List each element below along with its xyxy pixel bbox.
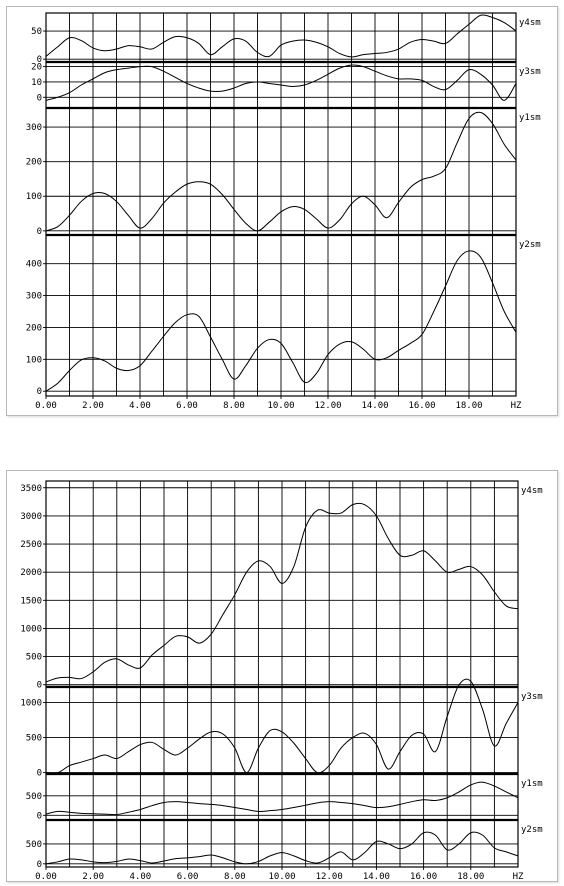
series-label: y4sm: [519, 18, 541, 28]
y-tick-label: 3500: [20, 484, 42, 494]
top-chart: 500y4sm20100y3sm3002001000y1sm4003002001…: [26, 12, 541, 411]
x-tick-label: 16.00: [410, 872, 437, 881]
y-tick-label: 100: [26, 192, 42, 202]
series-line-y1sm: [45, 111, 517, 232]
x-axis-unit-label: HZ: [513, 872, 524, 881]
bottom-chart-frame: 3500 3000 2500 2000 1500 1000 500 0 y4sm 1000 500 0…: [6, 470, 558, 882]
y-tick-label: 20: [31, 63, 42, 73]
y-tick-label: 200: [26, 158, 42, 168]
y-tick-label: 0: [37, 387, 42, 397]
x-tick-label: 4.00: [130, 872, 152, 881]
series-label: y2sm: [519, 240, 541, 250]
x-tick-label: 10.00: [267, 401, 294, 411]
series-line-y3sm: [45, 64, 517, 101]
y-tick-label: 500: [26, 734, 42, 744]
series-label: y3sm: [519, 67, 541, 77]
series-label: y4sm: [521, 486, 543, 496]
y-tick-label: 10: [31, 78, 42, 88]
series-line-y2sm: [45, 250, 517, 392]
series-line-y4sm: [45, 502, 519, 683]
series-line-y2sm: [45, 831, 519, 865]
x-tick-label: 8.00: [223, 401, 245, 411]
x-tick-label: 18.00: [457, 872, 484, 881]
y-tick-label: 0: [37, 811, 42, 821]
y-tick-label: 400: [26, 260, 42, 270]
y-tick-label: 0: [37, 860, 42, 870]
x-tick-label: 6.00: [176, 401, 198, 411]
x-tick-label: 16.00: [408, 401, 435, 411]
y-tick-label: 500: [26, 653, 42, 663]
x-tick-label: 0.00: [35, 872, 57, 881]
x-tick-label: 8.00: [224, 872, 246, 881]
series-label: y2sm: [521, 825, 543, 835]
x-tick-label: 12.00: [316, 872, 343, 881]
y-tick-label: 3000: [20, 512, 42, 522]
y-tick-label: 1000: [20, 624, 42, 634]
x-tick-label: 6.00: [177, 872, 199, 881]
series-line-y3sm: [45, 678, 519, 774]
x-tick-label: 12.00: [314, 401, 341, 411]
y-tick-label: 2000: [20, 568, 42, 578]
y-tick-label: 0: [37, 227, 42, 237]
y-tick-label: 100: [26, 355, 42, 365]
x-tick-label: 0.00: [35, 401, 57, 411]
y-tick-label: 0: [37, 769, 42, 779]
y-tick-label: 300: [26, 123, 42, 133]
x-tick-label: 14.00: [361, 401, 388, 411]
y-tick-label: 200: [26, 323, 42, 333]
x-tick-label: 18.00: [455, 401, 482, 411]
x-tick-label: 2.00: [82, 872, 104, 881]
y-tick-label: 500: [26, 792, 42, 802]
y-tick-label: 0: [37, 55, 42, 65]
x-tick-label: 14.00: [363, 872, 390, 881]
series-line-y4sm: [45, 14, 517, 58]
y-tick-label: 500: [26, 840, 42, 850]
x-tick-label: 4.00: [129, 401, 151, 411]
y-tick-label: 1500: [20, 596, 42, 606]
x-tick-label: 2.00: [82, 401, 104, 411]
y-tick-label: 2500: [20, 540, 42, 550]
y-tick-label: 0: [37, 681, 42, 691]
x-tick-label: 10.00: [268, 872, 295, 881]
series-label: y1sm: [521, 779, 543, 789]
y-tick-label: 300: [26, 292, 42, 302]
series-label: y3sm: [521, 692, 543, 702]
bottom-chart: 3500 3000 2500 2000 1500 1000 500 0 y4sm 1000 500 0…: [20, 480, 543, 881]
x-axis-unit-label: HZ: [511, 401, 522, 411]
y-tick-label: 50: [31, 27, 42, 37]
series-label: y1sm: [519, 113, 541, 123]
y-tick-label: 0: [37, 93, 42, 103]
y-tick-label: 1000: [20, 698, 42, 708]
series-line-y1sm: [45, 781, 519, 816]
top-chart-frame: 50 0 y4sm 20 10 0 y3sm 300 200 100 0 y1sm 400 300 200 1…: [6, 6, 558, 416]
